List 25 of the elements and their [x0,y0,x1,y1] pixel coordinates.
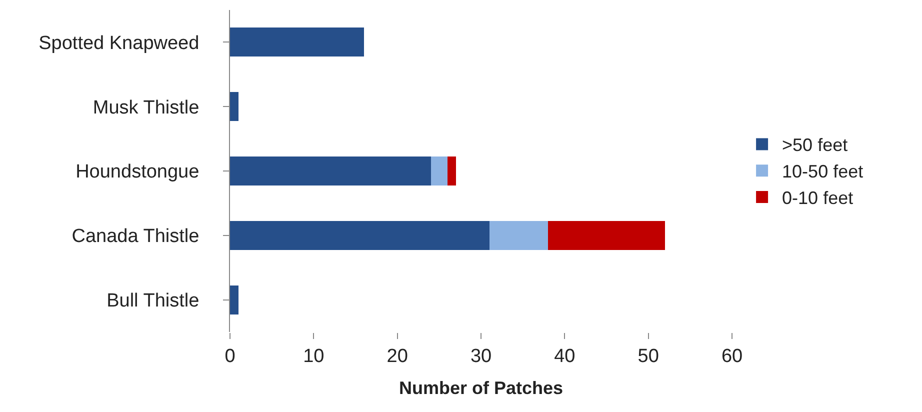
bar [489,220,548,250]
bar [230,28,364,57]
legend-label: 0-10 feet [782,188,854,208]
x-tick-label: 10 [303,346,324,367]
x-tick-label: 0 [224,346,236,367]
bar [230,220,490,250]
y-tick-label: Canada Thistle [72,226,200,248]
bar [548,220,666,250]
x-axis-title: Number of Patches [398,378,564,398]
legend-label: >50 feet [782,135,848,156]
x-tick-label: 50 [638,346,659,367]
x-tick-label: 20 [386,346,408,367]
y-tick-label: Musk Thistle [92,97,200,118]
y-tick-label: Houndstongue [76,162,200,183]
legend-label: 10-50 feet [782,162,864,182]
x-tick-label: 30 [470,346,492,367]
x-tick-label: 60 [721,346,743,367]
x-tick-label: 40 [554,346,576,367]
bar [448,156,456,186]
bar [230,92,238,122]
y-tick-label: Spotted Knapweed [38,32,200,54]
bar [430,156,448,186]
bar [230,285,238,314]
y-tick-label: Bull Thistle [106,290,200,312]
bar [230,156,431,186]
